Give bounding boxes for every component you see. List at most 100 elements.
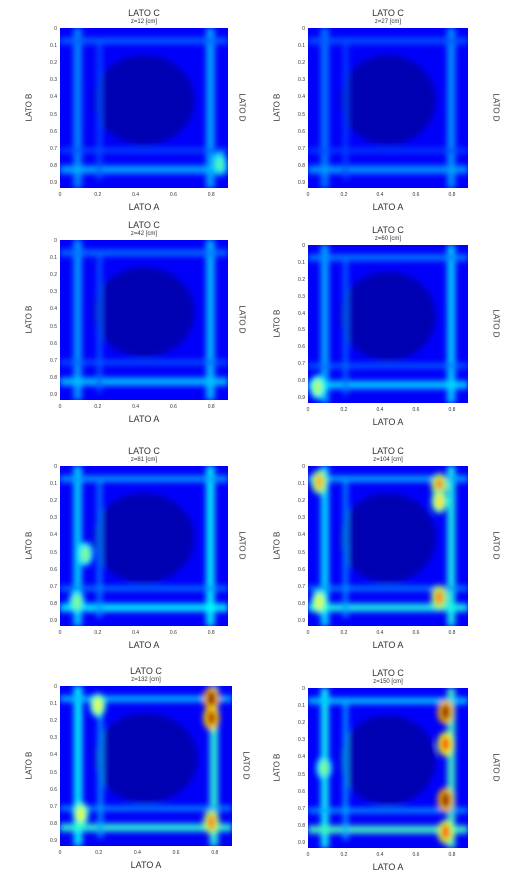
y-tick-label: 0.4 — [298, 310, 305, 317]
x-axis-label: LATO A — [372, 417, 404, 427]
y-tick-label: 0.1 — [298, 259, 305, 266]
panel-title: z=104 [cm] — [373, 457, 403, 463]
y-tick-label: 0.9 — [50, 618, 57, 624]
panel-title: z=81 [cm] — [130, 457, 158, 463]
y-tick-label: 0.4 — [50, 752, 57, 759]
panel-title: z=150 [cm] — [373, 679, 403, 685]
y-axis-label: LATO B — [24, 751, 34, 780]
heatmap-canvas — [308, 28, 468, 188]
heatmap-band — [308, 475, 468, 482]
heatmap-band — [60, 586, 228, 591]
x-axis-label: LATO A — [372, 640, 404, 650]
y-tick-label: 0.5 — [298, 327, 305, 334]
y-tick-label: 0.9 — [298, 395, 305, 401]
heatmap-hotspot — [315, 474, 324, 490]
y-axis-label: LATO B — [24, 531, 34, 560]
x-tick-label: 0 — [58, 192, 62, 198]
right-axis-label: LATO D — [491, 93, 501, 122]
x-tick-label: 0.6 — [172, 850, 180, 856]
heatmap-low-region — [340, 493, 436, 583]
y-tick-label: 0.6 — [50, 786, 57, 793]
x-tick-label: 0 — [306, 407, 310, 413]
heatmap-hotspot — [441, 824, 450, 840]
heatmap-band — [209, 686, 219, 846]
y-tick-label: 0.5 — [50, 549, 57, 556]
panel-top-label: LATO C — [128, 446, 160, 456]
y-tick-label: 0.2 — [298, 498, 305, 505]
y-tick-label: 0.5 — [50, 769, 57, 776]
panel-title: z=12 [cm] — [130, 19, 158, 25]
x-tick-label: 0.2 — [95, 850, 103, 856]
y-tick-label: 0.5 — [50, 111, 57, 118]
heatmap-band — [60, 806, 232, 811]
heatmap-field — [60, 240, 228, 400]
y-tick-label: 0.7 — [298, 361, 305, 368]
heatmap-band — [60, 475, 228, 482]
panel-top-label: LATO C — [130, 666, 162, 676]
y-tick-label: 0.7 — [50, 357, 57, 364]
heatmap-plot — [60, 28, 228, 188]
y-tick-label: 0.1 — [50, 701, 57, 708]
y-tick-label: 0.3 — [50, 289, 57, 296]
heatmap-band — [320, 245, 329, 403]
y-tick-label: 0.6 — [298, 128, 305, 135]
heatmap-band — [308, 380, 468, 389]
heatmap-canvas — [60, 686, 232, 846]
y-tick-label: 0.4 — [50, 306, 57, 313]
x-tick-label: 0.4 — [132, 630, 140, 636]
y-tick-label: 0.2 — [50, 718, 57, 725]
heatmap-band — [60, 360, 228, 365]
x-tick-label: 0.6 — [169, 192, 177, 198]
right-axis-label: LATO D — [491, 531, 501, 560]
panel-title: z=42 [cm] — [130, 231, 158, 237]
y-axis-label: LATO B — [272, 309, 282, 338]
heatmap-band — [60, 37, 228, 44]
x-tick-label: 0.4 — [376, 407, 384, 413]
x-tick-label: 0.6 — [169, 404, 177, 410]
heatmap-band — [343, 704, 348, 840]
right-axis-label: LATO D — [237, 93, 247, 122]
heatmap-band — [60, 823, 232, 832]
x-tick-label: 0.2 — [340, 630, 348, 636]
y-tick-label: 0.2 — [298, 276, 305, 283]
heatmap-band — [206, 240, 215, 400]
heatmap-band — [96, 256, 102, 392]
y-tick-label: 0.3 — [50, 77, 57, 84]
y-tick-label: 0.4 — [298, 532, 305, 539]
heatmap-hotspot — [72, 594, 81, 610]
heatmap-low-region — [340, 715, 436, 805]
y-tick-label: 0.5 — [298, 111, 305, 118]
heatmap-band — [308, 697, 468, 704]
heatmap-plot — [308, 245, 468, 403]
y-tick-label: 0.1 — [50, 481, 57, 488]
y-tick-label: 0.2 — [50, 60, 57, 67]
y-tick-label: 0 — [302, 243, 305, 249]
x-tick-label: 0.4 — [376, 192, 384, 198]
y-tick-label: 0.8 — [50, 600, 57, 607]
y-tick-label: 0.8 — [50, 374, 57, 381]
heatmap-field — [308, 688, 468, 848]
y-tick-label: 0.9 — [298, 180, 305, 186]
right-axis-label: LATO D — [237, 305, 247, 334]
heatmap-canvas — [60, 466, 228, 626]
y-tick-label: 0 — [302, 26, 305, 32]
y-tick-label: 0 — [302, 464, 305, 470]
y-tick-label: 0 — [302, 686, 305, 692]
heatmap-hotspot — [441, 736, 450, 752]
heatmap-band — [308, 165, 468, 174]
x-tick-label: 0.4 — [132, 404, 140, 410]
heatmap-field — [308, 245, 468, 403]
heatmap-plot — [60, 240, 228, 400]
heatmap-hotspot — [313, 379, 322, 396]
heatmap-band — [343, 482, 348, 618]
x-tick-label: 0.8 — [207, 630, 215, 636]
heatmap-band — [96, 482, 102, 618]
y-tick-label: 0.7 — [50, 145, 57, 152]
y-tick-label: 0.6 — [50, 566, 57, 573]
heatmap-low-region — [94, 713, 198, 803]
heatmap-hotspot — [435, 493, 444, 510]
heatmap-hotspot — [207, 690, 216, 707]
x-tick-label: 0.8 — [448, 407, 456, 413]
x-tick-label: 0.8 — [207, 192, 215, 198]
y-tick-label: 0.6 — [298, 566, 305, 573]
